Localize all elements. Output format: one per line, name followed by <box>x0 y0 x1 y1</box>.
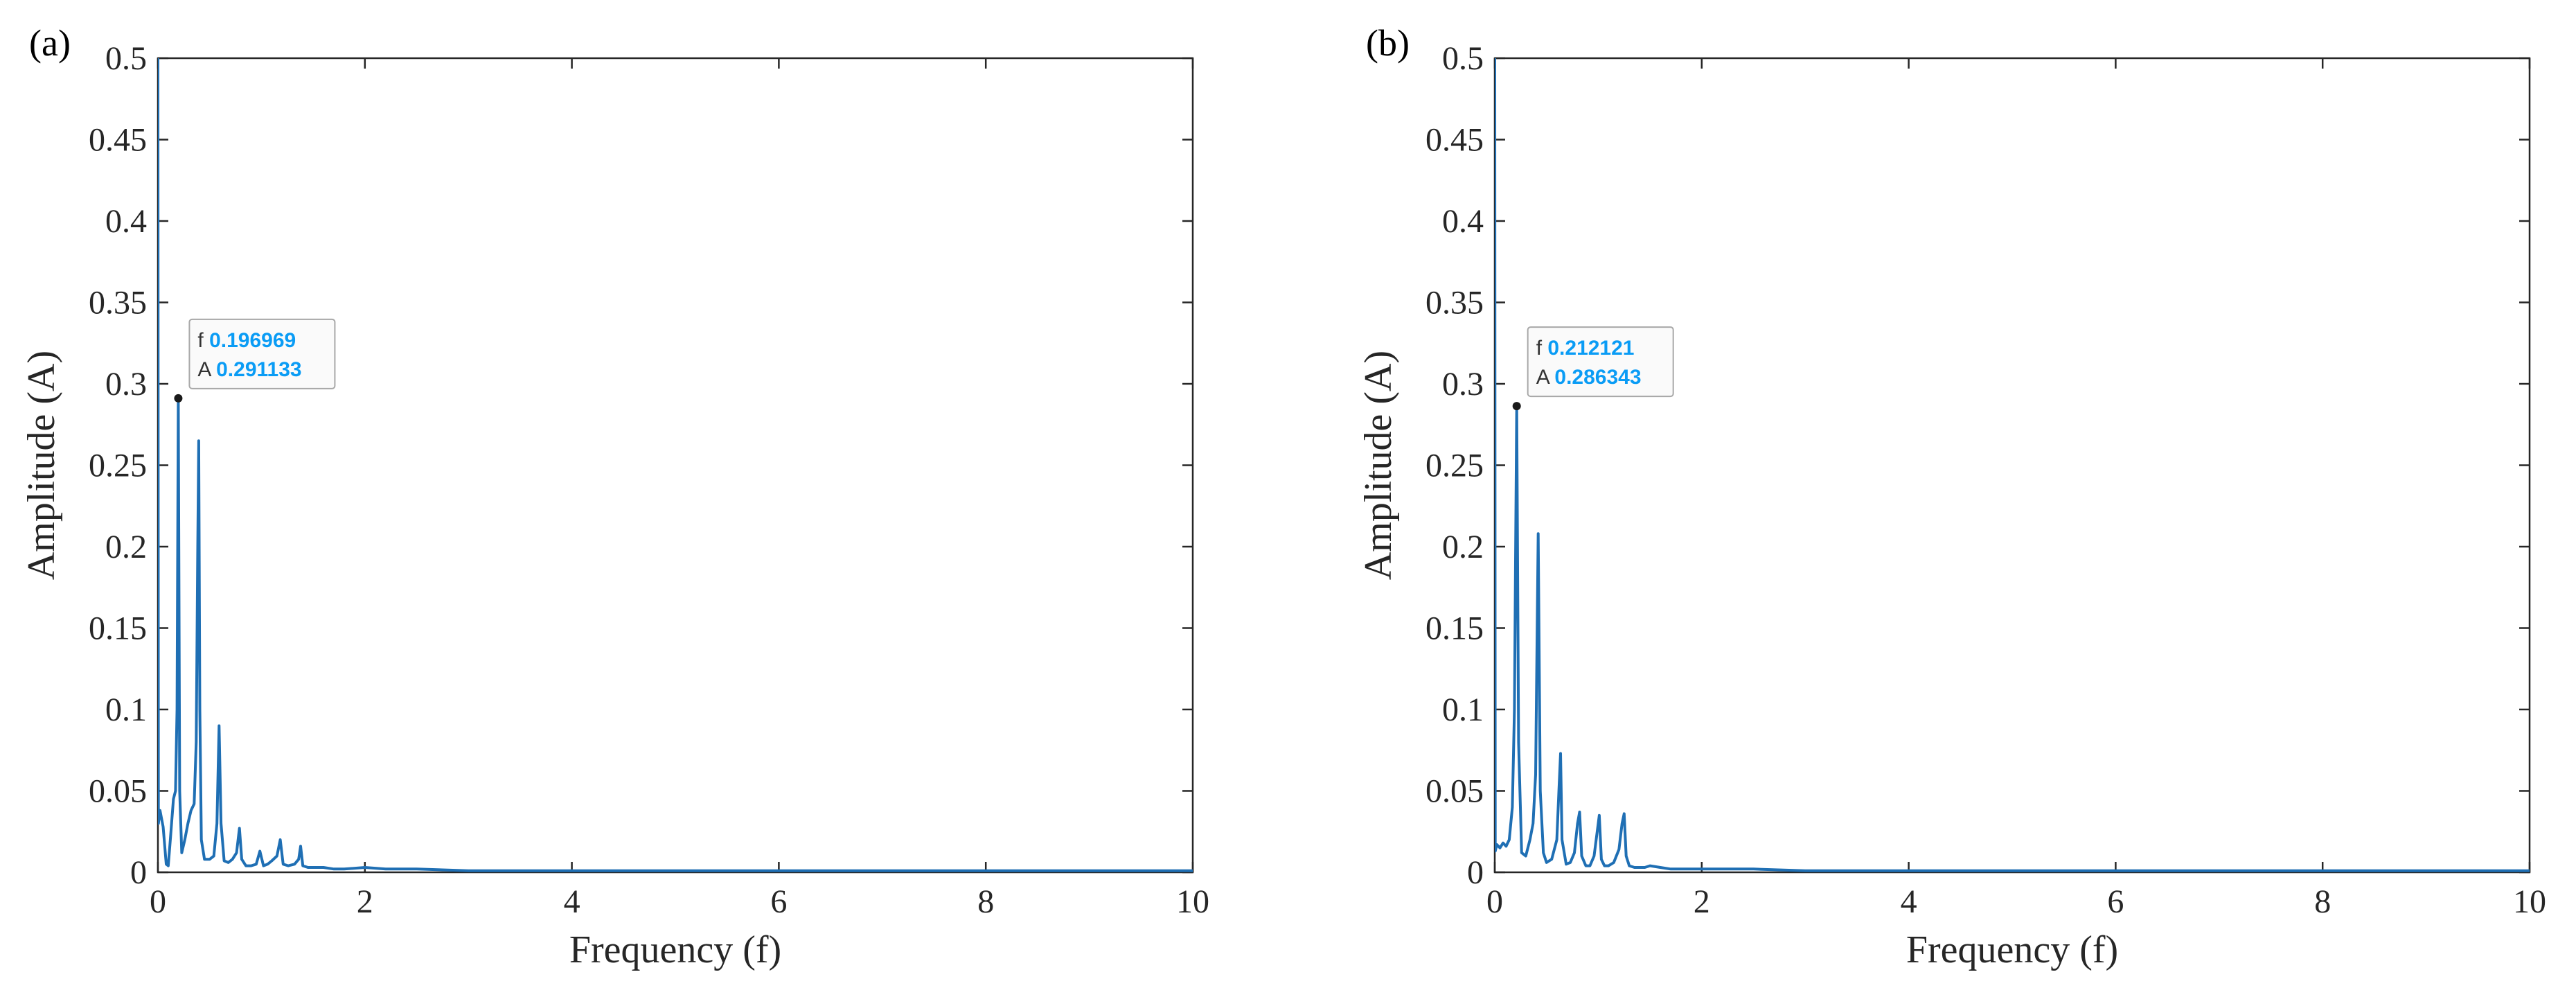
datatip-y-row: A 0.286343 <box>1536 366 1642 389</box>
datatip-marker[interactable] <box>1512 402 1521 411</box>
x-axis-label: Frequency (f) <box>1906 928 2118 971</box>
panel-label: (b) <box>1366 22 1410 64</box>
y-tick-label: 0 <box>130 854 147 891</box>
datatip-x-value: 0.212121 <box>1547 337 1634 360</box>
datatip-y-key: A <box>197 358 216 381</box>
x-tick-label: 10 <box>2513 883 2546 920</box>
datatip-y-row: A 0.291133 <box>197 358 301 381</box>
series-line <box>1495 58 2530 872</box>
y-tick-label: 0.35 <box>1425 285 1484 321</box>
y-tick-label: 0.15 <box>89 610 147 647</box>
y-tick-label: 0 <box>1467 854 1484 891</box>
datatip-y-value: 0.286343 <box>1554 366 1641 389</box>
datatip-x-key: f <box>197 329 209 352</box>
axes-box <box>157 57 1194 874</box>
y-tick-label: 0.2 <box>1442 529 1484 565</box>
x-axis-label: Frequency (f) <box>569 928 781 971</box>
y-tick-label: 0.2 <box>105 529 147 565</box>
x-tick-label: 2 <box>1694 883 1710 920</box>
y-tick-label: 0.05 <box>1425 773 1484 810</box>
y-tick-label: 0.45 <box>89 122 147 159</box>
y-tick-label: 0.25 <box>1425 448 1484 484</box>
datatip-y-value: 0.291133 <box>216 358 301 381</box>
datatip-marker[interactable] <box>174 394 183 403</box>
chart-panel-b: (b) 0 2 4 6 8 10 0 0.05 0.1 0.15 0.2 0.25 0.3 0.35 0.4 0… <box>1357 22 2546 971</box>
x-tick-label: 2 <box>357 883 373 920</box>
axes-box <box>1493 57 2531 874</box>
y-tick-label: 0.35 <box>89 285 147 321</box>
x-tick-label: 8 <box>2314 883 2331 920</box>
datatip-x-row: f 0.212121 <box>1536 337 1635 360</box>
x-tick-label: 0 <box>1486 883 1503 920</box>
y-tick-label: 0.1 <box>1442 691 1484 728</box>
datatip-y-key: A <box>1536 366 1555 389</box>
y-tick-label: 0.05 <box>89 773 147 810</box>
x-tick-label: 4 <box>564 883 580 920</box>
y-tick-label: 0.15 <box>1425 610 1484 647</box>
y-tick-label: 0.5 <box>105 40 147 77</box>
x-tick-label: 0 <box>150 883 166 920</box>
panel-label: (a) <box>29 22 71 64</box>
y-tick-label: 0.4 <box>1442 203 1484 240</box>
y-tick-label: 0.45 <box>1425 122 1484 159</box>
datatip-x-row: f 0.196969 <box>197 329 296 352</box>
y-tick-label: 0.5 <box>1442 40 1484 77</box>
chart-panel-a: (a) 0 2 4 6 8 10 0 0.05 0.1 0.15 0.2 0.25 0.3 0.35 0.4 0… <box>20 22 1209 971</box>
y-tick-label: 0.4 <box>105 203 147 240</box>
y-tick-label: 0.3 <box>1442 366 1484 403</box>
datatip-x-value: 0.196969 <box>209 329 296 352</box>
y-axis-label: Amplitude (A) <box>1357 351 1400 580</box>
datatip-x-key: f <box>1536 337 1548 360</box>
series-line <box>158 58 1193 872</box>
y-tick-label: 0.25 <box>89 448 147 484</box>
x-tick-label: 10 <box>1176 883 1209 920</box>
x-tick-label: 4 <box>1901 883 1917 920</box>
x-tick-label: 6 <box>770 883 787 920</box>
x-tick-label: 6 <box>2107 883 2124 920</box>
y-tick-label: 0.3 <box>105 366 147 403</box>
y-tick-label: 0.1 <box>105 691 147 728</box>
datatip-box[interactable] <box>188 318 336 389</box>
y-axis-label: Amplitude (A) <box>20 351 63 580</box>
x-tick-label: 8 <box>977 883 994 920</box>
datatip-box[interactable] <box>1527 326 1674 398</box>
